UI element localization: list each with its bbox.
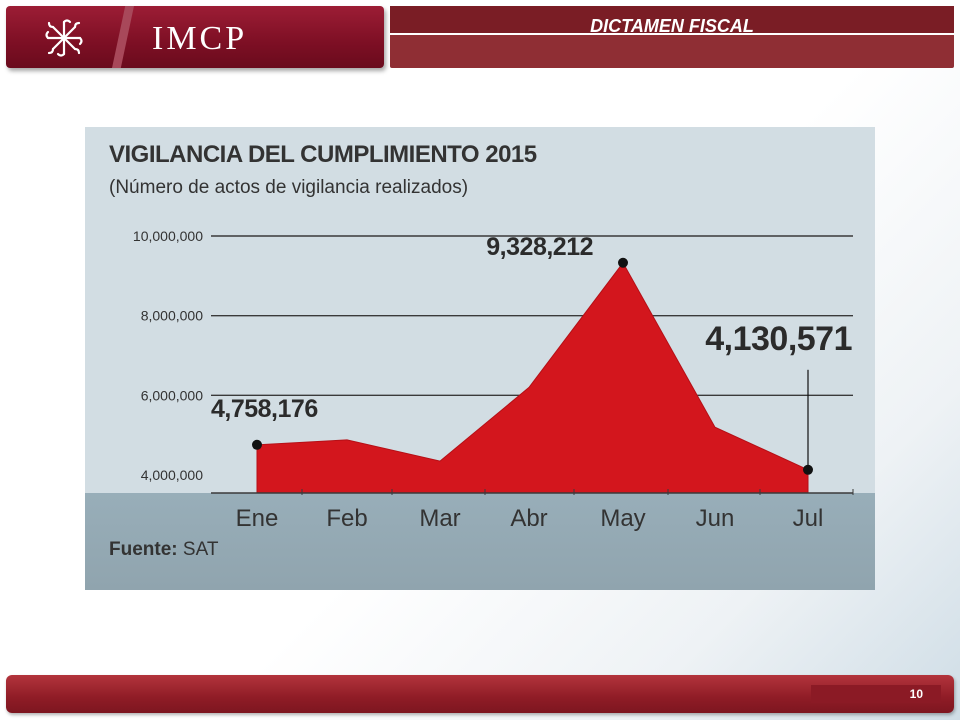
chart-panel: VIGILANCIA DEL CUMPLIMIENTO 2015 (Número… [85,127,875,590]
data-label: 4,758,176 [211,395,318,423]
section-title-banner: DICTAMEN FISCAL [390,6,954,68]
y-tick-label: 10,000,000 [133,228,203,244]
section-title-bar [390,6,954,35]
y-tick-label: 4,000,000 [141,467,203,483]
x-category-label: Abr [510,505,547,532]
data-label: 4,130,571 [705,320,852,358]
chart-title: VIGILANCIA DEL CUMPLIMIENTO 2015 [109,141,537,168]
logo-banner: IMCP [6,6,384,68]
y-tick-label: 6,000,000 [141,387,203,403]
area-chart: 10,000,000 8,000,000 6,000,000 4,000,000 Ene… [133,228,854,532]
imcp-flower-logo-icon [45,19,83,57]
x-category-label: Jul [793,505,824,532]
data-label: 9,328,212 [486,233,593,261]
chart-subtitle: (Número de actos de vigilancia realizado… [109,177,469,198]
x-category-label: Feb [326,505,367,532]
logo-divider [112,6,134,68]
area-series [256,261,809,494]
x-category-label: Mar [419,505,460,532]
y-tick-label: 8,000,000 [141,308,203,324]
footer-bar: 10 [6,675,954,713]
section-title: DICTAMEN FISCAL [590,16,754,36]
source-label: Fuente: [109,539,178,560]
logo-text: IMCP [152,20,248,57]
data-point-marker [618,257,628,268]
x-category-label: May [600,505,645,532]
chart-axis-band [85,493,875,590]
x-category-label: Ene [236,505,279,532]
chart-source: Fuente: SAT [109,539,218,561]
data-point-marker [252,439,262,450]
page-number: 10 [811,685,941,703]
x-category-label: Jun [696,505,735,532]
source-value: SAT [182,539,219,560]
